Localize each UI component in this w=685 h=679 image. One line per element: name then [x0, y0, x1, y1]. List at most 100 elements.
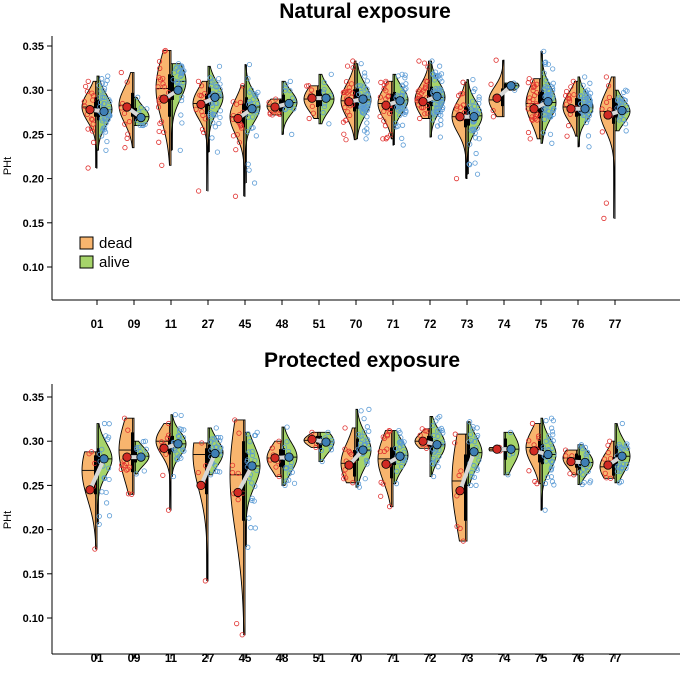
mean-point-alive: [321, 437, 331, 447]
data-point-dead: [195, 78, 202, 84]
data-point-dead: [416, 58, 422, 64]
data-point-alive: [543, 438, 549, 444]
data-point-alive: [399, 89, 406, 95]
data-point-dead: [129, 491, 135, 497]
data-point-dead: [232, 417, 238, 423]
data-point-alive: [434, 123, 441, 129]
data-point-alive: [101, 475, 107, 481]
data-point-dead: [158, 119, 165, 125]
data-point-dead: [377, 94, 383, 100]
data-point-alive: [178, 70, 184, 76]
data-point-alive: [179, 94, 185, 100]
data-point-dead: [88, 116, 95, 122]
mean-point-alive: [99, 106, 109, 117]
data-point-alive: [620, 89, 627, 96]
data-point-alive: [213, 425, 219, 431]
data-point-dead: [276, 438, 282, 444]
data-point-alive: [249, 114, 256, 120]
x-tick-label: 72: [424, 653, 437, 665]
data-point-alive: [100, 127, 106, 133]
iqr-bar: [171, 76, 174, 100]
data-point-alive: [437, 63, 443, 69]
data-point-alive: [585, 117, 591, 123]
data-point-alive: [249, 495, 255, 501]
data-point-alive: [356, 431, 362, 438]
data-point-dead: [490, 114, 496, 120]
mean-connector: [458, 449, 476, 493]
data-point-alive: [103, 489, 109, 496]
data-point-alive: [470, 76, 476, 83]
data-point-dead: [230, 99, 236, 105]
data-point-alive: [212, 124, 218, 130]
y-tick-label: 0.15: [23, 218, 44, 230]
data-point-dead: [459, 91, 466, 97]
data-point-dead: [565, 95, 571, 102]
x-tick-label: 70: [350, 319, 363, 331]
data-point-dead: [125, 491, 132, 497]
data-point-dead: [488, 81, 494, 87]
data-point-alive: [470, 88, 477, 95]
mean-connector: [236, 463, 254, 495]
panel-natural-exposure: Natural exposure PHt dead alive 0.10 0.15…: [2, 0, 680, 331]
data-point-alive: [328, 444, 334, 450]
x-tick-label: 48: [276, 319, 289, 331]
data-point-alive: [476, 136, 482, 142]
data-point-alive: [476, 94, 482, 100]
violin-dead-73: [451, 81, 468, 180]
data-point-dead: [229, 462, 236, 468]
data-point-alive: [394, 468, 400, 474]
data-point-dead: [417, 115, 423, 122]
data-point-alive: [284, 439, 290, 445]
data-point-dead: [84, 88, 90, 94]
data-point-dead: [308, 87, 315, 93]
data-point-alive: [244, 457, 251, 463]
y-tick-label: 0.10: [23, 613, 44, 625]
data-point-dead: [238, 123, 244, 129]
data-point-alive: [476, 100, 482, 107]
data-point-dead: [341, 472, 347, 478]
data-point-alive: [361, 429, 367, 435]
mean-point-alive: [432, 440, 442, 450]
mean-point-dead: [418, 436, 428, 446]
data-point-alive: [288, 466, 294, 472]
data-point-dead: [456, 472, 462, 479]
data-point-alive: [580, 82, 586, 88]
data-point-alive: [430, 455, 437, 462]
data-point-dead: [126, 464, 133, 470]
mean-point-dead: [566, 104, 576, 114]
data-point-dead: [456, 93, 462, 99]
data-point-alive: [473, 150, 479, 157]
data-point-alive: [505, 472, 511, 478]
data-point-dead: [201, 91, 208, 97]
x-tick-label: 74: [498, 653, 511, 665]
data-point-alive: [547, 92, 553, 98]
mean-point-dead: [455, 112, 465, 122]
data-point-alive: [399, 464, 405, 470]
data-point-dead: [422, 111, 428, 117]
data-point-alive: [106, 434, 112, 440]
data-point-alive: [170, 77, 176, 83]
data-point-dead: [568, 84, 574, 90]
mean-point-alive: [543, 449, 553, 460]
data-point-dead: [159, 162, 165, 168]
mean-point-dead: [270, 102, 280, 112]
data-point-dead: [453, 176, 460, 182]
data-point-alive: [473, 482, 479, 488]
y-tick-label: 0.15: [23, 569, 44, 581]
data-point-alive: [217, 114, 223, 121]
data-point-alive: [436, 427, 442, 433]
data-point-dead: [350, 58, 356, 64]
data-point-alive: [286, 471, 292, 477]
data-point-dead: [493, 57, 499, 63]
legend-alive-label: alive: [99, 254, 130, 271]
data-point-alive: [431, 109, 437, 115]
violin-dead-77: [599, 440, 616, 479]
data-point-alive: [430, 458, 436, 464]
data-point-dead: [90, 139, 97, 146]
data-point-alive: [440, 104, 446, 111]
violin-dead-01: [81, 451, 98, 550]
data-point-dead: [385, 93, 391, 99]
iqr-bar: [131, 432, 134, 473]
data-point-dead: [526, 98, 532, 104]
mean-point-dead: [307, 93, 317, 103]
